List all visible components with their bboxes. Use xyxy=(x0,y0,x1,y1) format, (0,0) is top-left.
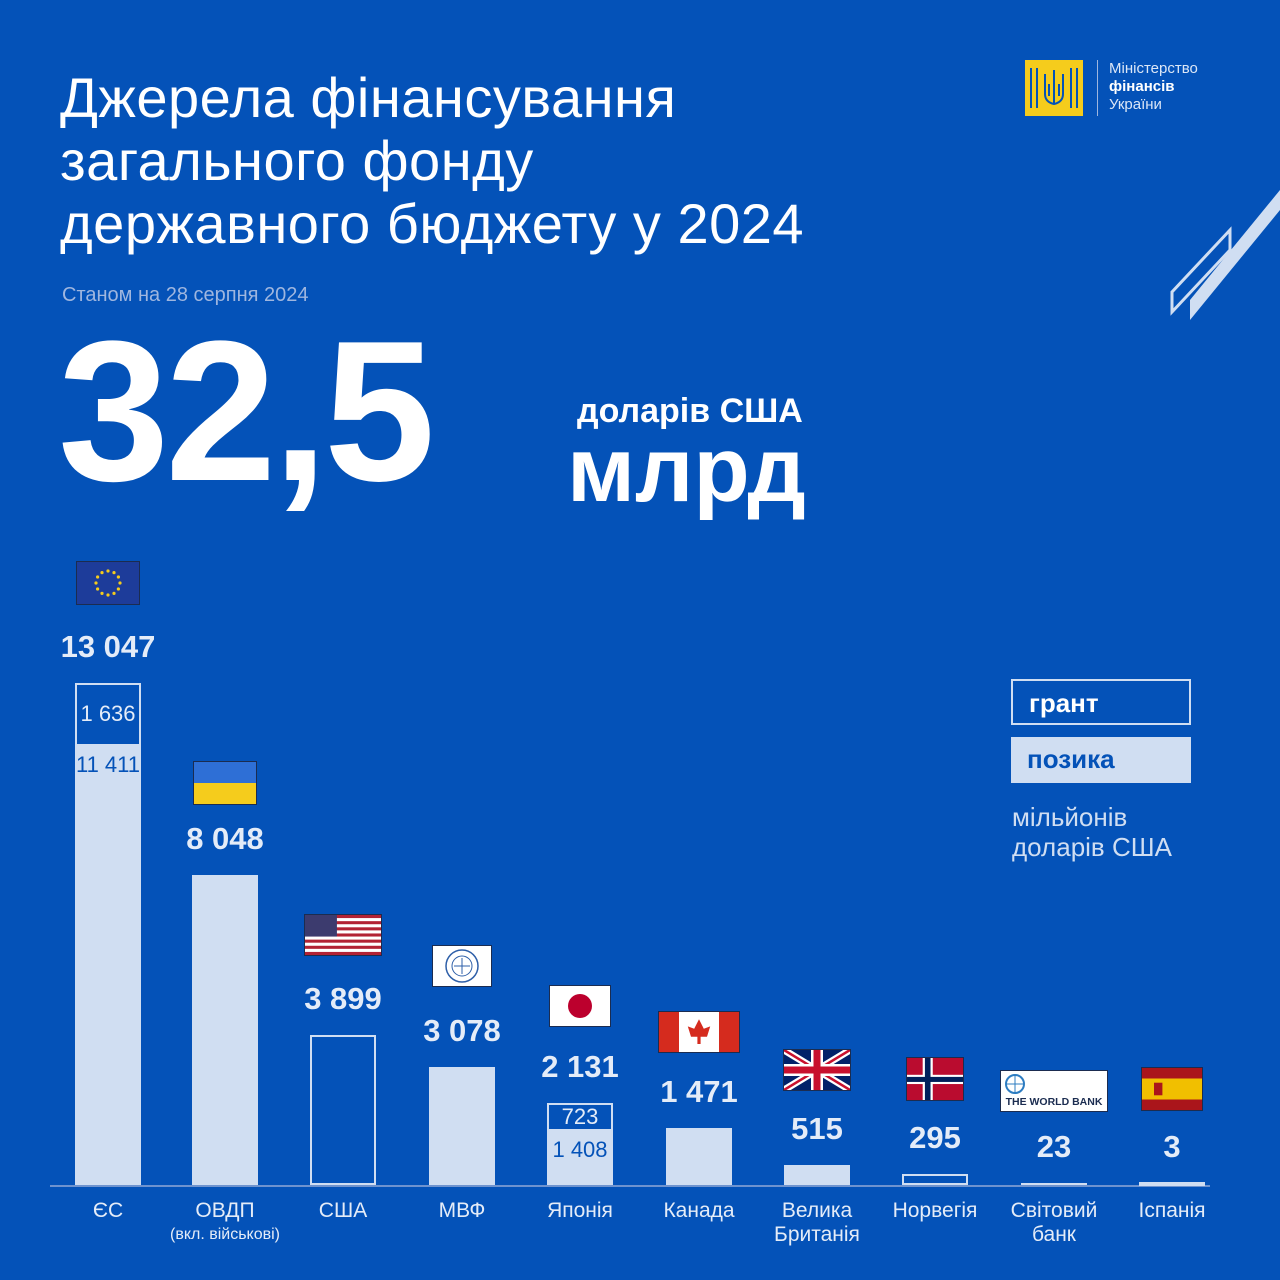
legend-loan: позика xyxy=(1011,737,1191,783)
bar-grant-segment xyxy=(902,1173,968,1185)
category-label-line: Британія xyxy=(774,1223,860,1246)
imf-logo-icon xyxy=(432,945,492,987)
category-label: Велика Британія xyxy=(737,1199,897,1247)
legend-grant: грант xyxy=(1011,679,1191,725)
bar-loan-segment xyxy=(75,745,141,1185)
category-label: Норвегія xyxy=(892,1199,978,1222)
page-title: Джерела фінансування загального фонду де… xyxy=(60,66,1020,255)
category-label: МВФ xyxy=(438,1199,486,1222)
total-value-label: 3 078 xyxy=(423,1012,501,1048)
total-value-label: 1 471 xyxy=(660,1074,738,1110)
category-label: Світовий банк xyxy=(974,1199,1134,1247)
total-value-label: 3 xyxy=(1163,1129,1181,1164)
category-label: Японія xyxy=(547,1199,613,1222)
bar-loan-segment xyxy=(1021,1183,1087,1185)
eu-flag-icon xyxy=(76,561,140,605)
logo-divider xyxy=(1097,60,1098,116)
category-label: США xyxy=(318,1199,368,1222)
category-label-line: банк xyxy=(1031,1223,1076,1246)
japan-flag-icon xyxy=(549,985,611,1027)
ministry-name-line2: фінансів xyxy=(1109,78,1175,95)
decorative-stripes xyxy=(1160,190,1280,330)
category-label: Канада xyxy=(663,1199,735,1222)
x-axis-line xyxy=(50,1185,1210,1187)
norway-flag-icon xyxy=(906,1057,964,1101)
title-line-2: загального фонду xyxy=(60,129,534,192)
bar-grant-segment xyxy=(75,683,141,746)
canada-flag-icon xyxy=(658,1011,740,1053)
category-note: (вкл. військові) xyxy=(169,1226,281,1243)
bar-grant-segment xyxy=(547,1103,613,1131)
svg-text:THE WORLD BANK: THE WORLD BANK xyxy=(1006,1096,1103,1108)
category-label-line: Світовий xyxy=(1010,1199,1098,1222)
bar-loan-segment xyxy=(429,1066,495,1185)
grant-value-label: 723 xyxy=(561,1103,599,1129)
legend-unit-line2: доларів США xyxy=(1012,832,1172,862)
trident-icon xyxy=(1025,60,1083,116)
category-label-line: Велика xyxy=(781,1199,853,1222)
ukraine-flag-icon xyxy=(193,761,257,805)
title-line-3: державного бюджету у 2024 xyxy=(60,192,805,255)
title-line-1: Джерела фінансування xyxy=(60,66,677,129)
total-value: 32,5 xyxy=(58,300,435,523)
bar-loan-segment xyxy=(547,1130,613,1185)
legend-unit: мільйонів доларів США xyxy=(1012,802,1172,862)
total-value-label: 8 048 xyxy=(186,821,264,857)
ministry-name: Міністерство фінансів України xyxy=(1109,60,1198,114)
bar-loan-segment xyxy=(666,1128,732,1185)
bar-grant-segment xyxy=(1139,1182,1205,1186)
bar-grant-segment xyxy=(310,1034,376,1185)
spain-flag-icon xyxy=(1141,1067,1203,1111)
legend-unit-line1: мільйонів xyxy=(1012,802,1128,832)
world-bank-logo-icon: THE WORLD BANK xyxy=(1000,1070,1108,1112)
total-value-label: 515 xyxy=(791,1111,843,1147)
total-unit-currency: доларів США xyxy=(577,392,803,430)
grant-value-label: 1 636 xyxy=(80,701,136,727)
loan-value-label: 11 411 xyxy=(75,751,141,777)
ministry-name-line1: Міністерство xyxy=(1109,60,1198,77)
category-label: ОВДП xyxy=(195,1199,255,1222)
ministry-name-line3: України xyxy=(1109,96,1162,113)
bar-loan-segment xyxy=(192,875,258,1185)
total-value-label: 295 xyxy=(909,1119,961,1155)
usa-flag-icon xyxy=(304,914,382,956)
bar-loan-segment xyxy=(784,1165,850,1185)
total-value-label: 3 899 xyxy=(304,980,382,1016)
total-value-label: 23 xyxy=(1036,1129,1072,1164)
category-label: Іспанія xyxy=(1138,1199,1206,1222)
uk-flag-icon xyxy=(783,1049,851,1091)
total-value-label: 13 047 xyxy=(60,629,156,664)
loan-value-label: 1 408 xyxy=(552,1136,608,1162)
category-label: ЄС xyxy=(92,1199,124,1222)
total-value-label: 2 131 xyxy=(541,1049,619,1084)
total-unit-scale: млрд xyxy=(567,419,806,521)
date-subtitle: Станом на 28 серпня 2024 xyxy=(62,284,309,306)
